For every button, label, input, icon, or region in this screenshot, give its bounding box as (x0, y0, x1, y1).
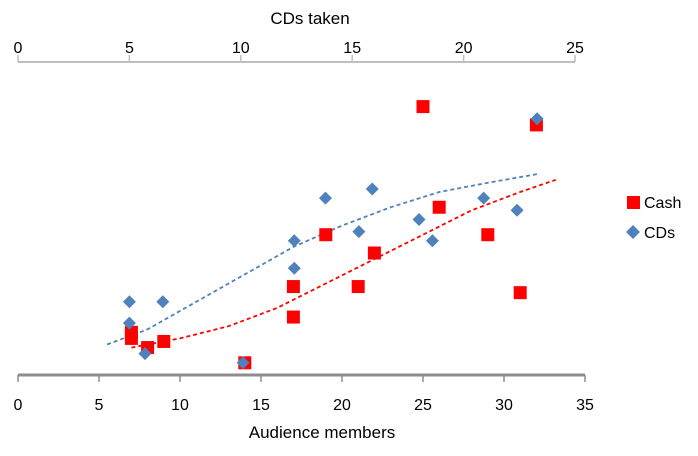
legend-item-cds: CDs (626, 225, 675, 242)
data-point-cds (287, 234, 301, 248)
bottom-x-tick-label: 20 (333, 397, 351, 414)
trendlines-layer (106, 172, 557, 349)
data-point-cds (287, 261, 301, 275)
legend-item-cash: Cash (627, 195, 681, 212)
legend: Cash CDs (626, 195, 681, 242)
top-x-tick-label: 15 (343, 40, 361, 57)
data-point-cds (122, 295, 136, 309)
bottom-x-tick-label: 5 (95, 397, 104, 414)
data-point-cds (530, 112, 544, 126)
data-point-cash (367, 246, 381, 260)
top-x-tick-label: 5 (125, 40, 134, 57)
bottom-x-tick-label: 15 (252, 397, 270, 414)
data-point-cash (432, 200, 446, 214)
data-point-cds (412, 212, 426, 226)
legend-square-marker (627, 196, 640, 209)
top-x-tick-label: 25 (566, 40, 584, 57)
data-point-cds (236, 356, 250, 370)
axes-layer: 0 5 10 15 20 25 0 5 10 15 20 25 30 35 CDs taken Audi… (14, 9, 594, 442)
top-x-tick-label: 0 (14, 40, 23, 57)
data-point-cash (124, 331, 138, 345)
data-point-cds (425, 234, 439, 248)
top-x-tick-label: 20 (455, 40, 473, 57)
data-point-cash (416, 100, 430, 114)
data-point-cash (513, 286, 527, 300)
bottom-x-tick-label: 0 (14, 397, 23, 414)
data-point-cds (352, 225, 366, 239)
data-points-layer (122, 100, 544, 370)
data-point-cds (365, 182, 379, 196)
data-point-cash (351, 280, 365, 294)
bottom-x-axis-title: Audience members (249, 423, 395, 442)
data-point-cds (138, 347, 152, 361)
data-point-cds (477, 191, 491, 205)
data-point-cds (510, 203, 524, 217)
data-point-cds (122, 316, 136, 330)
data-point-cds (156, 295, 170, 309)
bottom-x-tick-label: 30 (495, 397, 513, 414)
trendline-cds (106, 172, 540, 346)
legend-label-cash: Cash (644, 195, 681, 212)
bottom-x-axis-ticks: 0 5 10 15 20 25 30 35 (14, 375, 594, 414)
top-x-tick-label: 10 (232, 40, 250, 57)
top-x-axis-ticks: 0 5 10 15 20 25 (14, 40, 584, 62)
legend-label-cds: CDs (644, 225, 675, 242)
data-point-cash (286, 310, 300, 324)
top-x-axis-title: CDs taken (270, 9, 349, 28)
data-point-cash (319, 228, 333, 242)
data-point-cash (286, 280, 300, 294)
bottom-x-tick-label: 25 (414, 397, 432, 414)
bottom-x-tick-label: 10 (171, 397, 189, 414)
data-point-cds (318, 191, 332, 205)
data-point-cash (157, 334, 171, 348)
legend-diamond-marker (626, 225, 640, 239)
data-point-cash (481, 228, 495, 242)
bottom-x-tick-label: 35 (576, 397, 594, 414)
trendline-cash (131, 178, 557, 349)
